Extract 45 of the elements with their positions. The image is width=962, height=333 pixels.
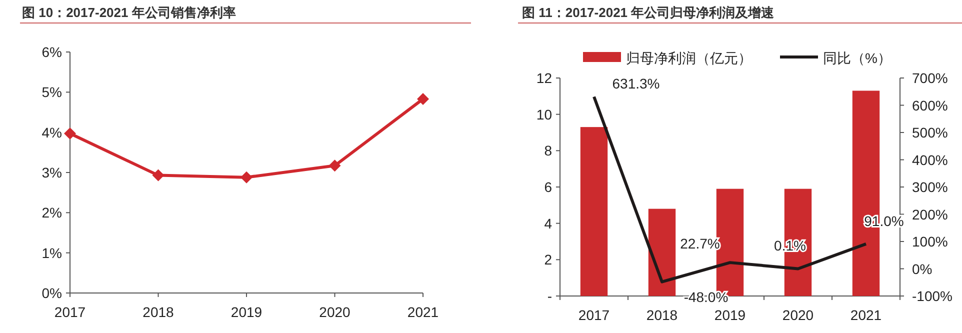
y2-tick-label: 600% [912,97,948,114]
y2-tick-label: 200% [912,206,948,222]
y2-tick-label: -100% [912,288,952,304]
y2-tick-label: 300% [912,179,948,195]
y-tick-label: 12 [536,70,552,86]
y-tick-label: 4 [544,215,552,232]
y2-tick-label: 500% [912,124,948,140]
x-tick-label: 2020 [319,304,351,320]
y-tick-label: 1% [42,244,62,261]
y-tick-label: 8 [544,142,552,159]
bar [648,208,676,296]
x-tick-label: 2019 [714,307,746,323]
x-tick-label: 2021 [850,307,882,323]
y2-tick-label: 400% [912,152,948,168]
point [152,169,164,182]
y-tick-label: 2% [42,204,62,221]
y-tick-label: 6% [42,44,62,60]
data-label: 631.3% [612,76,660,92]
y-tick-label: 3% [42,164,62,180]
y-tick-label: 5% [42,84,62,100]
x-tick-label: 2017 [578,307,610,323]
y2-tick-label: 100% [912,234,948,250]
chart-title: 图 11：2017-2021 年公司归母净利润及增速 [522,5,776,20]
x-tick-label: 2021 [407,304,439,320]
point [64,128,76,140]
legend-label: 归母净利润（亿元） [626,50,752,66]
y-tick-label: 6 [544,179,552,195]
bar [580,127,608,296]
point [240,171,252,184]
legend-label: 同比（%） [823,50,892,66]
y-tick-label: 2 [544,252,552,268]
y2-tick-label: 700% [912,70,948,86]
x-tick-label: 2020 [782,307,814,323]
point [328,160,341,172]
y-tick-label: 4% [42,124,62,140]
y-tick-label: - [547,288,552,304]
chart-title: 图 10：2017-2021 年公司销售净利率 [22,5,236,20]
x-tick-label: 2019 [230,304,262,320]
x-tick-label: 2018 [142,304,174,320]
point [417,92,429,105]
y2-tick-label: 0% [912,260,932,277]
x-tick-label: 2017 [54,304,86,320]
x-tick-label: 2018 [646,307,678,323]
y-tick-label: 10 [536,106,552,122]
y-tick-label: 0% [42,285,62,301]
